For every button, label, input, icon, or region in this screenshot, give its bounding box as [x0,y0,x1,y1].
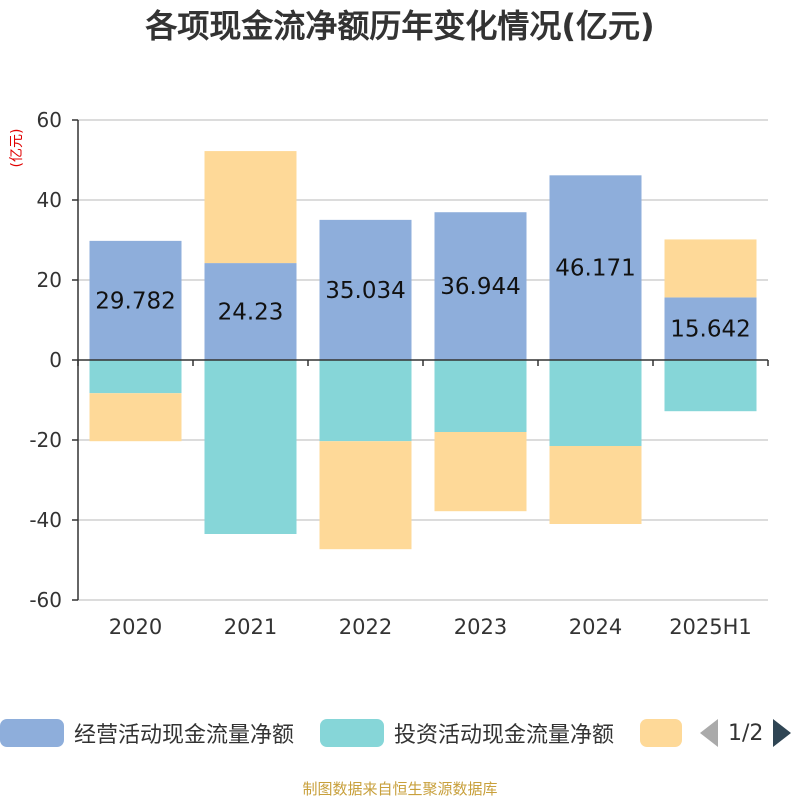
x-tick-label: 2024 [569,615,622,639]
bar-1 [664,360,757,412]
bar-0 [319,219,412,360]
bar-1 [89,360,182,394]
next-page-icon[interactable] [773,719,792,747]
data-label: 35.034 [325,278,405,304]
bar-0 [204,263,297,360]
bar-0 [549,175,642,360]
legend-item-operating[interactable]: 经营活动现金流量净额 [0,718,294,748]
bar-0 [89,240,182,360]
bar-2 [549,446,642,524]
y-tick-label: 20 [37,268,62,292]
data-label: 15.642 [670,317,750,343]
bar-0 [434,212,527,360]
legend-pager: 1/2 [700,718,792,748]
data-label: 46.171 [555,256,635,282]
bar-2 [434,432,527,512]
y-tick-label: 0 [49,348,62,372]
legend-swatch-third [640,719,682,747]
bar-2 [319,441,412,550]
data-label: 29.782 [95,288,175,314]
legend-page-indicator: 1/2 [728,720,764,746]
legend-item-investing[interactable]: 投资活动现金流量净额 [320,718,614,748]
data-label: 24.23 [218,300,284,326]
bar-2 [204,151,297,264]
data-label: 36.944 [440,274,520,300]
x-tick-label: 2022 [339,615,392,639]
legend-label-operating: 经营活动现金流量净额 [74,723,295,748]
y-tick-label: -40 [29,508,62,532]
legend-label-investing: 投资活动现金流量净额 [394,723,615,748]
bar-1 [549,360,642,446]
bar-1 [319,360,412,442]
legend-item-third[interactable] [640,718,692,748]
y-tick-label: -20 [29,428,62,452]
x-tick-label: 2020 [109,615,162,639]
x-tick-label: 2025H1 [669,615,752,639]
y-tick-label: -60 [29,588,62,612]
bar-1 [434,360,527,432]
bar-2 [89,393,182,442]
prev-page-icon[interactable] [700,719,718,747]
x-tick-label: 2023 [454,615,507,639]
legend-swatch-investing [320,719,384,747]
bar-1 [204,360,297,534]
legend: 经营活动现金流量净额 投资活动现金流量净额 1/2 [0,712,800,756]
chart-title: 各项现金流净额历年变化情况(亿元) [145,7,655,45]
x-tick-label: 2021 [224,615,277,639]
bar-0 [664,297,757,360]
bar-2 [664,239,757,298]
legend-swatch-operating [0,719,64,747]
y-tick-label: 60 [37,108,62,132]
y-tick-label: 40 [37,188,62,212]
source-note: 制图数据来自恒生聚源数据库 [302,780,498,798]
